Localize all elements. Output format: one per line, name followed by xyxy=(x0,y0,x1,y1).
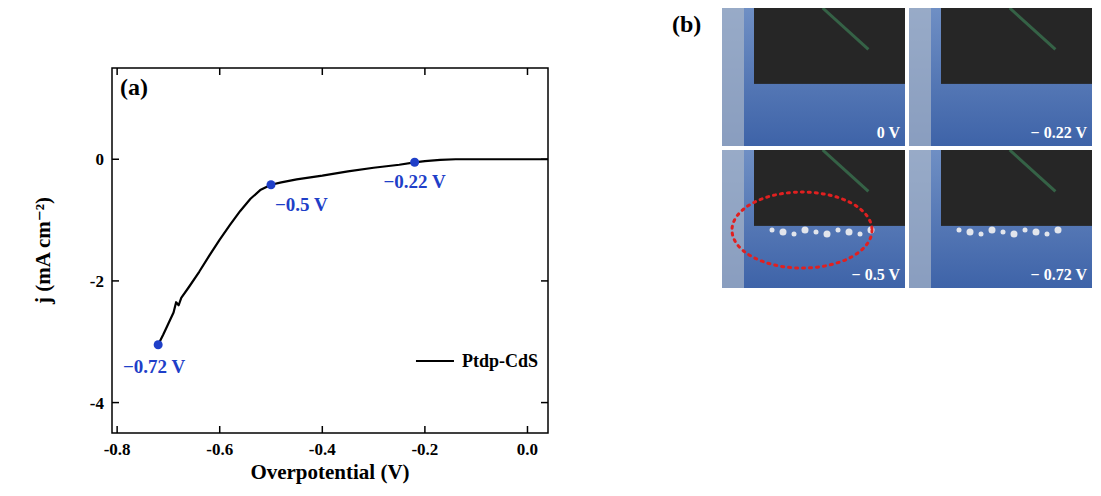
legend-swatch xyxy=(416,360,454,362)
panel-label: (b) xyxy=(672,11,701,37)
x-tick-label: -0.6 xyxy=(206,440,233,459)
plot-marks xyxy=(154,158,548,349)
highlight-point xyxy=(154,340,163,349)
electrode xyxy=(754,8,905,84)
bubble xyxy=(792,231,797,236)
bubble xyxy=(858,231,863,236)
cell-wall xyxy=(722,150,744,288)
bubble xyxy=(1045,231,1050,236)
figure: -0.8 -0.6 -0.4 -0.2 0.0 -4 -2 0 Overpotential (V… xyxy=(0,0,1101,496)
x-tick-label: -0.8 xyxy=(104,440,131,459)
bubble xyxy=(1033,228,1040,235)
bubble xyxy=(979,231,984,236)
highlight-point xyxy=(410,158,419,167)
y-axis-title: j (mA cm⁻²) xyxy=(31,197,55,305)
bubble xyxy=(824,230,831,237)
bubble xyxy=(780,228,787,235)
electrode xyxy=(941,150,1092,226)
y-tick xyxy=(112,159,119,161)
x-tick-label: -0.2 xyxy=(411,440,438,459)
panel-label: (a) xyxy=(120,74,148,100)
cell-wall xyxy=(909,8,931,146)
point-label: −0.5 V xyxy=(275,194,328,215)
frame-label: − 0.72 V xyxy=(1031,266,1088,283)
frame-label: − 0.22 V xyxy=(1031,124,1088,141)
reflection xyxy=(823,150,869,191)
photo-frame xyxy=(722,8,905,146)
bubble xyxy=(814,229,819,234)
bubble xyxy=(1001,229,1006,234)
x-tick xyxy=(322,68,324,75)
y-tick xyxy=(112,280,119,282)
legend-label: Ptdp-CdS xyxy=(462,351,538,371)
x-axis-title: Overpotential (V) xyxy=(250,460,409,484)
x-tick-label: -0.4 xyxy=(309,440,336,459)
cell-wall xyxy=(722,8,744,146)
photo-background xyxy=(722,8,905,146)
x-tick xyxy=(527,426,529,433)
electrode xyxy=(941,8,1092,84)
y-tick xyxy=(541,280,548,282)
photo-background xyxy=(722,150,905,288)
bubble xyxy=(1055,226,1062,233)
x-tick xyxy=(219,426,221,433)
x-tick xyxy=(219,68,221,75)
point-label: −0.72 V xyxy=(123,356,185,377)
x-tick xyxy=(527,68,529,75)
x-tick xyxy=(424,426,426,433)
cell-wall xyxy=(909,150,931,288)
x-tick xyxy=(116,68,118,75)
legend: Ptdp-CdS xyxy=(416,351,538,371)
reflection xyxy=(823,8,869,49)
y-tick-label: -4 xyxy=(90,394,105,413)
highlight-point xyxy=(267,180,276,189)
bubble xyxy=(957,227,962,232)
photo-frame xyxy=(909,150,1092,288)
bubble xyxy=(989,226,996,233)
bubble xyxy=(967,228,974,235)
bubble xyxy=(1023,227,1028,232)
x-tick xyxy=(424,68,426,75)
x-tick xyxy=(322,426,324,433)
electrode xyxy=(754,150,905,226)
y-tick-label: -2 xyxy=(90,272,104,291)
plot-frame xyxy=(112,68,548,433)
y-tick xyxy=(112,402,119,404)
bubble xyxy=(802,226,809,233)
y-tick xyxy=(541,402,548,404)
y-tick-label: 0 xyxy=(96,150,105,169)
frame-label: 0 V xyxy=(877,124,901,141)
data-line xyxy=(158,159,548,345)
reflection xyxy=(1010,150,1056,191)
bubble xyxy=(846,228,853,235)
photo-frame xyxy=(909,8,1092,146)
x-tick-label: 0.0 xyxy=(517,440,538,459)
bubble xyxy=(770,227,775,232)
x-tick xyxy=(116,426,118,433)
reflection xyxy=(1010,8,1056,49)
photo-background xyxy=(909,150,1092,288)
photo-background xyxy=(909,8,1092,146)
frame-label: − 0.5 V xyxy=(852,266,901,283)
bubble xyxy=(1011,230,1018,237)
photo-frame xyxy=(722,150,905,288)
bubble xyxy=(836,227,841,232)
point-label: −0.22 V xyxy=(384,171,446,192)
highlight-ellipse xyxy=(732,192,872,268)
